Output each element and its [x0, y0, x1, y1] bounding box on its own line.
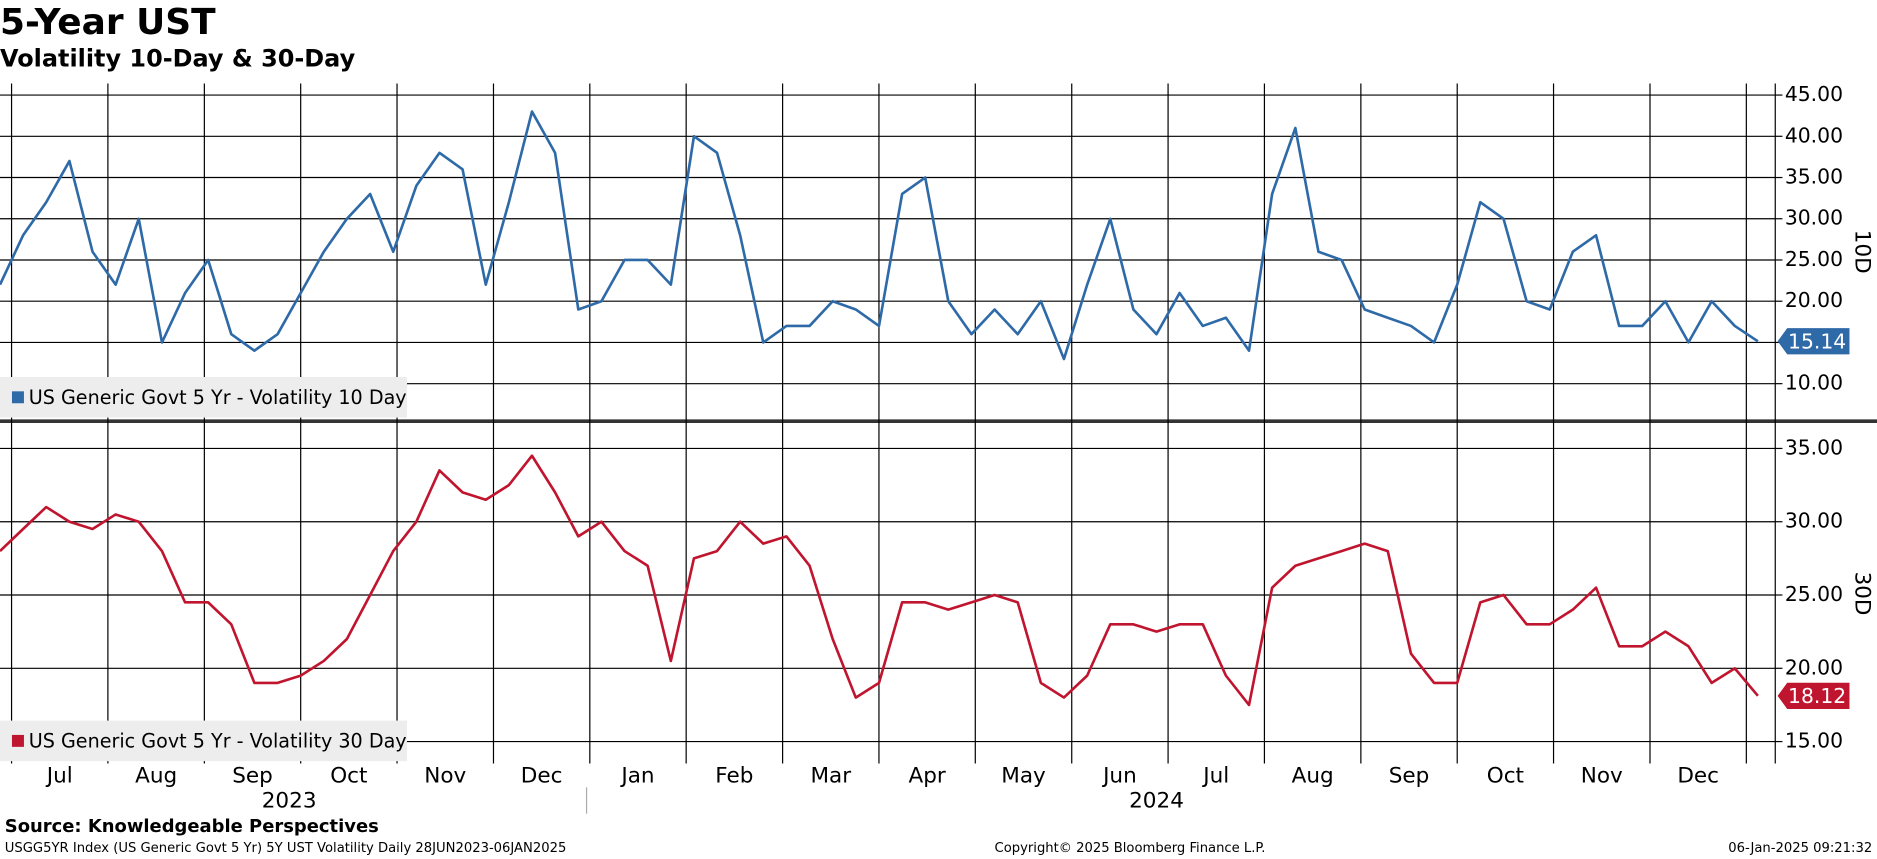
y-tick-label: 15.00 — [1785, 729, 1843, 753]
y-tick-label: 20.00 — [1785, 655, 1843, 679]
x-tick-label: Dec — [1677, 764, 1719, 789]
subtitle: Volatility 10-Day & 30-Day — [0, 45, 356, 73]
y-tick-label: 30.00 — [1785, 509, 1843, 533]
x-tick-label: Jul — [45, 764, 73, 789]
y-tick-label: 25.00 — [1785, 247, 1843, 271]
x-tick-label: May — [1001, 764, 1046, 789]
data-line — [0, 454, 1759, 707]
y-tick-label: 20.00 — [1785, 288, 1843, 312]
y-axis-title: 30D — [1849, 572, 1874, 616]
y-tick-label: 35.00 — [1785, 435, 1843, 459]
last-value-label: 15.14 — [1788, 330, 1846, 354]
title: 5-Year UST — [0, 2, 216, 43]
y-tick-label: 25.00 — [1785, 582, 1843, 606]
x-tick-label: Jan — [619, 764, 654, 789]
legend-label: US Generic Govt 5 Yr - Volatility 30 Day — [29, 730, 407, 753]
ticker-info: USGG5YR Index (US Generic Govt 5 Yr) 5Y … — [5, 841, 567, 856]
x-tick-label: Oct — [1487, 764, 1524, 789]
legend-swatch — [11, 391, 24, 404]
y-tick-label: 45.00 — [1785, 82, 1843, 106]
x-tick-label: Sep — [1389, 764, 1430, 789]
x-tick-label: Aug — [135, 764, 177, 789]
x-tick-label: Mar — [810, 764, 851, 789]
year-label: 2024 — [1129, 789, 1184, 814]
y-tick-label: 30.00 — [1785, 206, 1843, 230]
last-value-label: 18.12 — [1788, 684, 1846, 708]
year-label: 2023 — [262, 789, 317, 814]
legend-box — [0, 720, 408, 762]
x-tick-label: Feb — [715, 764, 753, 789]
y-tick-label: 40.00 — [1785, 123, 1843, 147]
x-tick-label: Nov — [424, 764, 466, 789]
x-tick-label: Apr — [908, 764, 945, 789]
y-axis-title: 10D — [1849, 230, 1874, 274]
timestamp: 06-Jan-2025 09:21:32 — [1728, 841, 1872, 856]
legend-swatch — [11, 734, 24, 747]
source: Source: Knowledgeable Perspectives — [5, 816, 379, 837]
legend-label: US Generic Govt 5 Yr - Volatility 10 Day — [29, 386, 407, 409]
last-value-box — [1777, 682, 1850, 709]
legend-box — [0, 377, 408, 418]
x-tick-label: Dec — [521, 764, 563, 789]
x-tick-label: Sep — [232, 764, 273, 789]
last-value-box — [1777, 328, 1850, 355]
x-tick-label: Jun — [1101, 764, 1137, 789]
x-tick-label: Aug — [1292, 764, 1334, 789]
data-line — [0, 110, 1759, 361]
x-tick-label: Oct — [330, 764, 367, 789]
y-tick-label: 35.00 — [1785, 165, 1843, 189]
y-tick-label: 10.00 — [1785, 371, 1843, 395]
x-tick-label: Jul — [1201, 764, 1229, 789]
x-tick-label: Nov — [1581, 764, 1623, 789]
copyright: Copyright© 2025 Bloomberg Finance L.P. — [995, 841, 1266, 856]
